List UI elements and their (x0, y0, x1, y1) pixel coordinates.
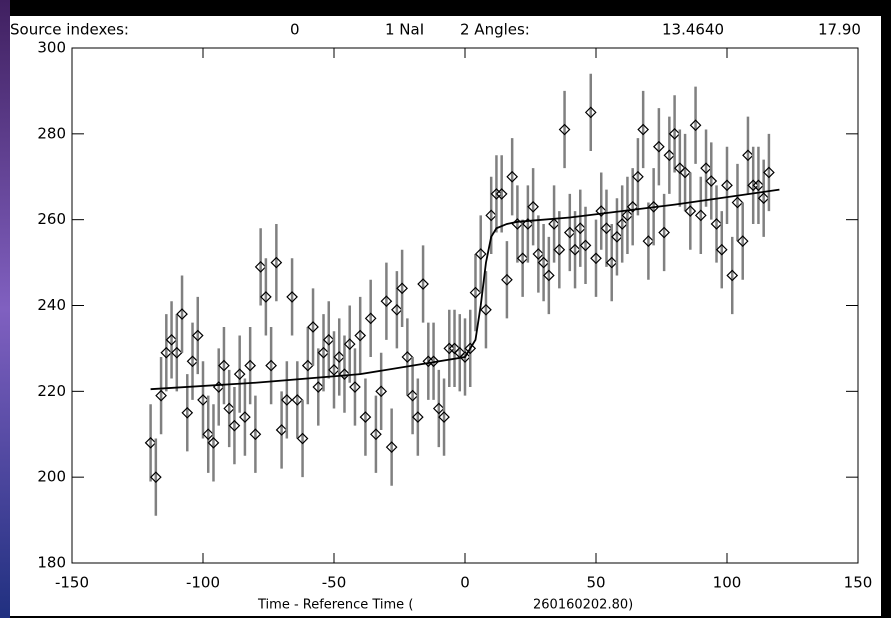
data-point (233, 368, 246, 381)
data-point (684, 205, 697, 217)
data-point (370, 428, 382, 441)
data-point (218, 359, 230, 372)
y-tick-label: 220 (37, 382, 66, 400)
y-tick-label: 280 (37, 124, 66, 142)
y-tick-label: 240 (37, 296, 66, 314)
data-point (176, 308, 188, 320)
data-point (343, 338, 356, 350)
y-tick-label: 300 (37, 39, 66, 57)
fit-line (150, 188, 780, 391)
header-text: 17.90 (818, 21, 861, 39)
data-point (260, 291, 272, 303)
data-point (527, 200, 539, 213)
data-point (506, 170, 519, 183)
y-tick-label: 200 (37, 468, 66, 486)
data-point (380, 295, 393, 308)
data-point (349, 381, 361, 393)
data-point (474, 248, 487, 260)
data-point (265, 359, 277, 372)
x-tick-label: -150 (55, 574, 89, 592)
data-point (181, 406, 194, 419)
data-point (228, 419, 241, 432)
data-point (726, 269, 739, 282)
data-point (632, 170, 644, 183)
x-tick-label: 50 (586, 574, 605, 592)
data-point (191, 329, 204, 342)
y-tick-label: 260 (37, 210, 66, 228)
x-tick-label: 150 (844, 574, 873, 592)
x-tick-label: 100 (713, 574, 742, 592)
data-point (480, 303, 492, 316)
data-point (679, 166, 691, 179)
data-point (364, 312, 377, 325)
data-point (763, 166, 775, 179)
data-point (307, 321, 319, 333)
left-strip (0, 0, 10, 618)
header-text: 1 NaI (385, 21, 424, 39)
x-tick-label: 0 (460, 574, 470, 592)
data-point (637, 123, 650, 136)
data-point (689, 119, 702, 132)
data-point (501, 273, 513, 286)
data-point (694, 209, 707, 222)
data-point (658, 226, 670, 239)
data-point (653, 140, 665, 153)
header-text: Source indexes: (10, 21, 129, 39)
data-point (149, 471, 162, 484)
x-axis-label: 260160202.80) (533, 598, 633, 613)
data-point (553, 243, 566, 256)
data-point (558, 123, 571, 136)
data-point (207, 436, 220, 449)
data-point (584, 106, 597, 119)
data-point (590, 252, 602, 265)
data-point (385, 441, 398, 453)
x-tick-label: -100 (186, 574, 220, 592)
data-point (244, 359, 257, 372)
header-text: 2 Angles: (460, 21, 530, 39)
data-point (296, 432, 309, 445)
data-point (438, 411, 450, 423)
data-point (705, 175, 718, 187)
plot-panel (10, 16, 881, 616)
data-point (286, 291, 298, 303)
data-point (417, 278, 429, 290)
data-point (715, 243, 728, 256)
data-point (542, 269, 555, 282)
header-text: 13.4640 (662, 21, 724, 39)
data-point (396, 282, 408, 295)
data-point (411, 411, 424, 423)
x-axis-label: Time - Reference Time ( (257, 598, 413, 613)
data-point (721, 179, 733, 192)
data-point (270, 256, 283, 269)
data-point (579, 239, 592, 252)
data-point (354, 329, 367, 342)
data-point (249, 428, 262, 441)
data-point (155, 389, 167, 402)
header-text: 0 (290, 21, 300, 39)
y-tick-label: 180 (37, 554, 66, 572)
data-point (359, 411, 372, 423)
data-point (736, 235, 749, 247)
data-point (375, 385, 388, 398)
x-tick-label: -50 (322, 574, 347, 592)
data-point (239, 411, 251, 423)
data-point (495, 188, 508, 200)
